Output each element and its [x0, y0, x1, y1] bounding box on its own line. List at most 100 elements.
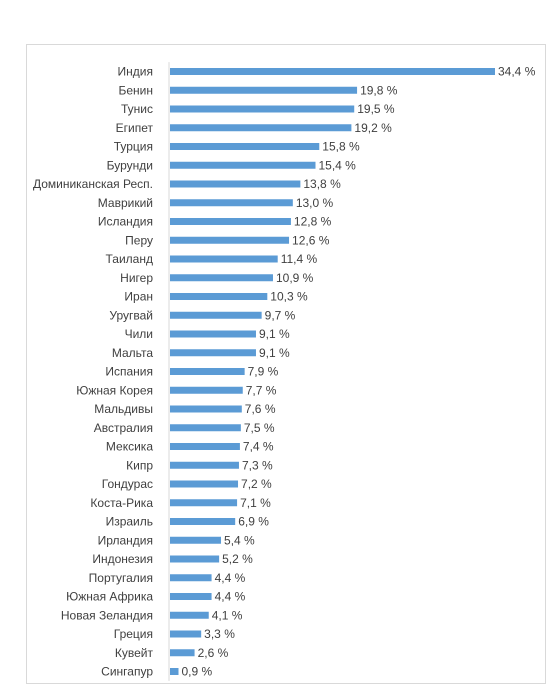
bar	[170, 480, 239, 488]
value-label: 7,4 %	[243, 440, 274, 454]
bar	[170, 293, 268, 300]
value-label: 6,9 %	[238, 515, 269, 529]
value-label: 7,1 %	[240, 496, 271, 510]
bar	[170, 461, 239, 469]
bar	[170, 555, 220, 563]
bar	[170, 574, 212, 582]
bar	[170, 518, 236, 525]
category-label: Южная Африка	[66, 590, 153, 604]
value-label: 7,6 %	[245, 402, 276, 416]
bar	[170, 199, 293, 207]
category-label: Перу	[125, 233, 153, 247]
value-label: 4,4 %	[215, 590, 246, 604]
bar	[170, 424, 241, 432]
category-label: Португалия	[89, 571, 153, 585]
category-label: Новая Зеландия	[61, 608, 153, 622]
value-label: 5,2 %	[222, 552, 253, 566]
bar	[170, 161, 316, 169]
category-label: Уругвай	[109, 308, 153, 322]
bar	[170, 274, 273, 282]
bar	[170, 330, 256, 338]
value-label: 0,9 %	[182, 665, 213, 679]
bar	[170, 311, 262, 319]
category-label: Нигер	[120, 271, 153, 285]
category-label: Египет	[116, 121, 154, 135]
bar	[170, 536, 222, 544]
value-label: 10,9 %	[276, 271, 314, 285]
value-label: 3,3 %	[204, 627, 235, 641]
value-label: 13,8 %	[303, 177, 341, 191]
value-label: 11,4 %	[281, 252, 318, 266]
bar	[170, 386, 243, 394]
category-label: Гондурас	[102, 477, 153, 491]
value-label: 7,9 %	[248, 365, 279, 379]
bar	[170, 236, 290, 244]
value-label: 15,8 %	[322, 140, 360, 154]
bar	[170, 611, 209, 619]
category-label: Тунис	[121, 102, 153, 116]
category-label: Мальдивы	[94, 402, 153, 416]
value-label: 7,5 %	[244, 421, 275, 435]
category-label: Таиланд	[106, 252, 153, 266]
value-label: 5,4 %	[224, 533, 255, 547]
category-label: Австралия	[94, 421, 153, 435]
value-label: 7,2 %	[241, 477, 272, 491]
category-label: Кувейт	[115, 646, 154, 660]
value-label: 7,3 %	[242, 458, 273, 472]
category-label: Турция	[114, 140, 153, 154]
value-label: 15,4 %	[318, 158, 356, 172]
value-label: 9,1 %	[259, 346, 290, 360]
value-label: 12,8 %	[294, 215, 332, 229]
value-label: 9,1 %	[259, 327, 290, 341]
value-label: 19,8 %	[360, 83, 398, 97]
category-label: Индия	[118, 65, 153, 79]
value-label: 9,7 %	[265, 308, 296, 322]
category-label: Коста-Рика	[90, 496, 153, 510]
value-label: 13,0 %	[296, 196, 334, 210]
bar	[170, 630, 202, 638]
value-label: 34,4 %	[498, 65, 536, 79]
category-label: Мексика	[106, 440, 153, 454]
bar	[170, 218, 291, 225]
category-label: Исландия	[98, 215, 153, 229]
bar	[170, 86, 358, 94]
value-label: 12,6 %	[292, 233, 330, 247]
bar	[170, 368, 245, 375]
category-label: Ирландия	[98, 533, 153, 547]
category-label: Индонезия	[92, 552, 153, 566]
category-label: Греция	[114, 627, 153, 641]
chart-frame: Индия 34,4 % Бенин 19,8 % Тунис 19,5 % Египет 1…	[26, 44, 546, 684]
category-label: Бурунди	[107, 158, 153, 172]
bar	[170, 105, 355, 113]
value-label: 2,6 %	[198, 646, 229, 660]
value-label: 19,2 %	[354, 121, 392, 135]
bar	[170, 143, 320, 150]
category-label: Иран	[124, 290, 153, 304]
value-label: 4,1 %	[212, 608, 243, 622]
value-label: 10,3 %	[270, 290, 308, 304]
category-label: Сингапур	[101, 665, 153, 679]
bar	[170, 180, 301, 188]
value-label: 7,7 %	[246, 383, 277, 397]
bar-chart: Индия 34,4 % Бенин 19,8 % Тунис 19,5 % Египет 1…	[33, 62, 536, 681]
value-label: 4,4 %	[215, 571, 246, 585]
category-label: Израиль	[106, 515, 153, 529]
bar	[170, 68, 495, 75]
bar	[170, 443, 240, 450]
bar	[170, 649, 195, 657]
bar	[170, 124, 352, 132]
category-label: Бенин	[118, 83, 153, 97]
category-label: Южная Корея	[76, 383, 153, 397]
bar	[170, 349, 256, 357]
category-label: Кипр	[126, 458, 153, 472]
bar	[170, 499, 238, 507]
bar	[170, 668, 179, 675]
category-label: Испания	[105, 365, 153, 379]
value-label: 19,5 %	[357, 102, 395, 116]
category-label: Маврикий	[98, 196, 153, 210]
bar	[170, 255, 278, 263]
category-label: Доминиканская Респ.	[33, 177, 153, 191]
bar	[170, 593, 212, 600]
category-label: Мальта	[112, 346, 153, 360]
bar	[170, 405, 242, 413]
